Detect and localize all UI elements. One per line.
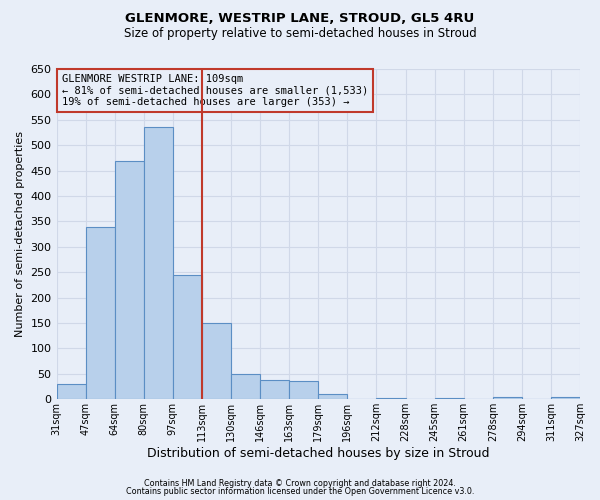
Bar xyxy=(231,374,260,400)
Bar xyxy=(289,381,318,400)
Bar xyxy=(56,384,86,400)
Bar xyxy=(318,394,347,400)
Bar xyxy=(202,323,231,400)
Bar xyxy=(173,275,202,400)
Text: Size of property relative to semi-detached houses in Stroud: Size of property relative to semi-detach… xyxy=(124,28,476,40)
Text: Contains public sector information licensed under the Open Government Licence v3: Contains public sector information licen… xyxy=(126,487,474,496)
Bar xyxy=(376,398,406,400)
X-axis label: Distribution of semi-detached houses by size in Stroud: Distribution of semi-detached houses by … xyxy=(147,447,490,460)
Bar xyxy=(493,397,522,400)
Bar xyxy=(115,162,144,400)
Bar xyxy=(434,398,464,400)
Text: GLENMORE WESTRIP LANE: 109sqm
← 81% of semi-detached houses are smaller (1,533)
: GLENMORE WESTRIP LANE: 109sqm ← 81% of s… xyxy=(62,74,368,107)
Text: GLENMORE, WESTRIP LANE, STROUD, GL5 4RU: GLENMORE, WESTRIP LANE, STROUD, GL5 4RU xyxy=(125,12,475,26)
Bar xyxy=(144,128,173,400)
Bar xyxy=(551,397,580,400)
Bar xyxy=(86,226,115,400)
Bar xyxy=(260,380,289,400)
Y-axis label: Number of semi-detached properties: Number of semi-detached properties xyxy=(15,131,25,337)
Text: Contains HM Land Registry data © Crown copyright and database right 2024.: Contains HM Land Registry data © Crown c… xyxy=(144,478,456,488)
